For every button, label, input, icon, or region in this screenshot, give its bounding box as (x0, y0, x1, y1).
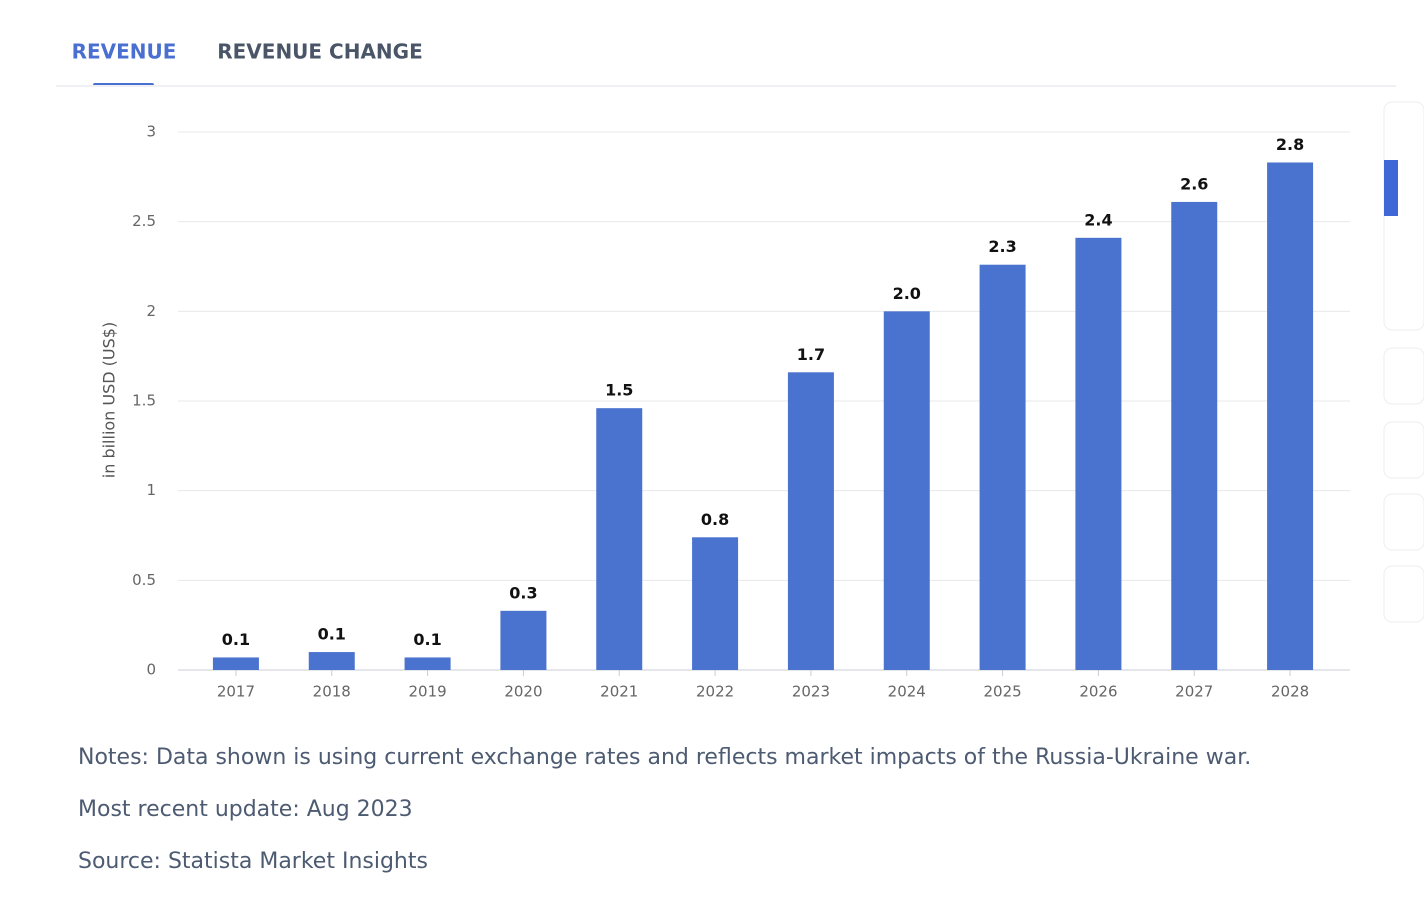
note: Notes: Data shown is using current excha… (78, 745, 1251, 770)
bar (212, 657, 259, 670)
x-tick-label: 2024 (888, 683, 926, 701)
y-tick-label: 0.5 (132, 571, 156, 589)
x-tick-label: 2025 (983, 683, 1021, 701)
value-label: 1.7 (797, 345, 825, 364)
x-tick-label: 2020 (504, 683, 542, 701)
x-tick-label: 2019 (408, 683, 446, 701)
value-label: 0.8 (701, 510, 729, 529)
y-axis-label: in billion USD (US$) (100, 322, 119, 478)
value-label: 2.0 (893, 284, 921, 303)
bar (500, 610, 547, 670)
y-tick-label: 0 (146, 661, 156, 679)
y-tick-label: 3 (146, 123, 156, 141)
value-label: 2.8 (1276, 135, 1304, 154)
note: Most recent update: Aug 2023 (78, 797, 413, 822)
value-label: 0.1 (413, 630, 441, 649)
x-tick-label: 2028 (1271, 683, 1309, 701)
bar (787, 372, 834, 670)
y-tick-label: 1.5 (132, 392, 156, 410)
tab-revenue[interactable]: REVENUE (72, 40, 177, 64)
value-label: 2.3 (988, 237, 1016, 256)
bar (692, 537, 739, 670)
value-label: 0.1 (222, 630, 250, 649)
bar (1171, 201, 1218, 670)
side-panel (1383, 101, 1424, 623)
x-tick-label: 2026 (1079, 683, 1117, 701)
value-label: 1.5 (605, 381, 633, 400)
y-tick-label: 2.5 (132, 212, 156, 230)
bar (883, 311, 930, 670)
bar (596, 408, 643, 670)
x-tick-label: 2021 (600, 683, 638, 701)
x-tick-label: 2018 (313, 683, 351, 701)
tab-revenue-change[interactable]: REVENUE CHANGE (217, 40, 423, 64)
value-label: 0.1 (318, 625, 346, 644)
value-label: 0.3 (509, 583, 537, 602)
value-label: 2.4 (1084, 210, 1112, 229)
x-tick-label: 2023 (792, 683, 830, 701)
x-tick-label: 2027 (1175, 683, 1213, 701)
bar (308, 652, 355, 670)
bar (979, 264, 1026, 670)
x-tick-label: 2017 (217, 683, 255, 701)
side-indicator (1384, 160, 1398, 216)
bar (1267, 162, 1314, 670)
x-tick-label: 2022 (696, 683, 734, 701)
bar (404, 657, 451, 670)
note: Source: Statista Market Insights (78, 849, 428, 874)
y-tick-label: 1 (146, 481, 156, 499)
y-tick-label: 2 (146, 302, 156, 320)
value-label: 2.6 (1180, 174, 1208, 193)
bar (1075, 237, 1122, 670)
